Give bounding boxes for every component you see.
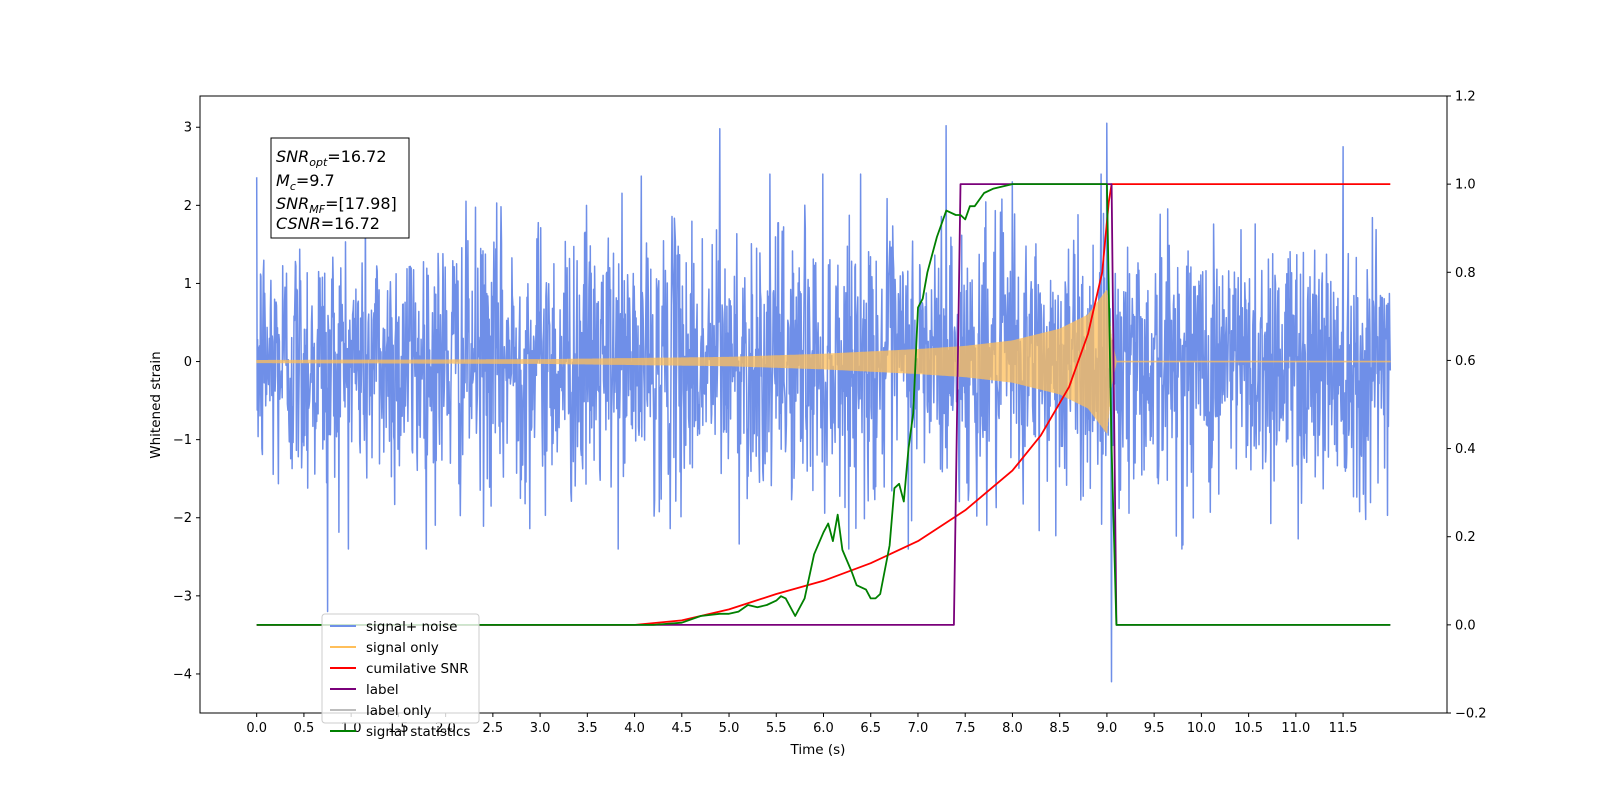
stats-annotation-box	[270, 137, 410, 239]
right-y-tick-label: 0.2	[1455, 530, 1476, 545]
x-tick-label: 5.5	[766, 721, 787, 736]
legend-entry-label: signal statistics	[366, 724, 470, 740]
x-tick-label: 3.0	[530, 721, 551, 736]
x-tick-label: 1.0	[341, 721, 362, 736]
x-tick-label: 0.5	[294, 721, 315, 736]
y-tick-label: −3	[173, 589, 192, 604]
x-axis-label: Time (s)	[790, 742, 846, 758]
x-tick-label: 1.5	[388, 721, 409, 736]
x-tick-label: 8.0	[1002, 721, 1023, 736]
y-axis: 3 2 1 0 −1 −2 −3 −4	[173, 121, 200, 682]
y-tick-label: 0	[184, 355, 192, 370]
legend-entry-label: label only	[366, 703, 432, 719]
series-cumulative-snr-line	[256, 183, 1391, 626]
x-tick-label: 7.5	[955, 721, 976, 736]
x-tick-label: 6.0	[813, 721, 834, 736]
x-tick-label: 4.0	[624, 721, 645, 736]
right-y-tick-label: 0.0	[1455, 618, 1476, 633]
x-tick-label: 11.0	[1281, 721, 1310, 736]
x-tick-label: 9.0	[1097, 721, 1118, 736]
x-tick-label: 2.5	[483, 721, 504, 736]
right-y-tick-label: −0.2	[1455, 707, 1487, 722]
x-tick-label: 0.0	[246, 721, 267, 736]
x-tick-label: 8.5	[1049, 721, 1070, 736]
legend-entry-label: signal only	[366, 640, 439, 656]
series-signal-statistics-line	[256, 183, 1391, 626]
legend-entry-label: cumilative SNR	[366, 661, 469, 677]
x-tick-label: 2.0	[435, 721, 456, 736]
right-y-tick-label: 0.6	[1455, 354, 1476, 369]
legend: signal+ noise signal only cumilative SNR la…	[321, 613, 480, 740]
x-tick-label: 6.5	[860, 721, 881, 736]
annotation-mc: Mc=9.7	[276, 171, 335, 193]
annotation-csnr: CSNR=16.72	[276, 214, 380, 233]
x-tick-label: 11.5	[1329, 721, 1358, 736]
series-signal-only-line	[256, 289, 1391, 434]
y-tick-label: 3	[184, 121, 192, 136]
x-tick-label: 4.5	[671, 721, 692, 736]
y-tick-label: −4	[173, 667, 192, 682]
y-tick-label: 1	[184, 277, 192, 292]
right-y-axis: 1.2 1.0 0.8 0.6 0.4 0.2 0.0 −0.2	[1447, 90, 1487, 722]
legend-entry-label: signal+ noise	[366, 619, 457, 635]
y-axis-label: Whitened strain	[148, 351, 164, 458]
stats-annotation: SNRopt=16.72 Mc=9.7 SNRMF=[17.98] CSNR=1…	[270, 137, 410, 239]
right-y-tick-label: 0.8	[1455, 266, 1476, 281]
y-tick-label: 2	[184, 199, 192, 214]
y-tick-label: −1	[173, 433, 192, 448]
legend-box	[321, 613, 480, 724]
y-tick-label: −2	[173, 511, 192, 526]
annotation-snr-mf: SNRMF=[17.98]	[276, 194, 397, 216]
right-y-tick-label: 1.2	[1455, 90, 1476, 105]
x-axis: 0.0 0.5 1.0 1.5 2.0 2.5 3.0 3.5 4.0 4.5 5.0 5.5 6.0 6…	[246, 713, 1358, 736]
x-tick-label: 7.0	[908, 721, 929, 736]
right-y-tick-label: 0.4	[1455, 442, 1476, 457]
legend-entry-label: label	[366, 682, 399, 698]
x-tick-label: 9.5	[1144, 721, 1165, 736]
x-tick-label: 10.5	[1234, 721, 1263, 736]
series-signal-noise-line	[255, 122, 1392, 683]
plot-area	[255, 122, 1392, 683]
right-y-tick-label: 1.0	[1455, 178, 1476, 193]
x-tick-label: 5.0	[719, 721, 740, 736]
annotation-snr-opt: SNRopt=16.72	[276, 147, 387, 169]
x-tick-label: 3.5	[577, 721, 598, 736]
x-tick-label: 10.0	[1187, 721, 1216, 736]
